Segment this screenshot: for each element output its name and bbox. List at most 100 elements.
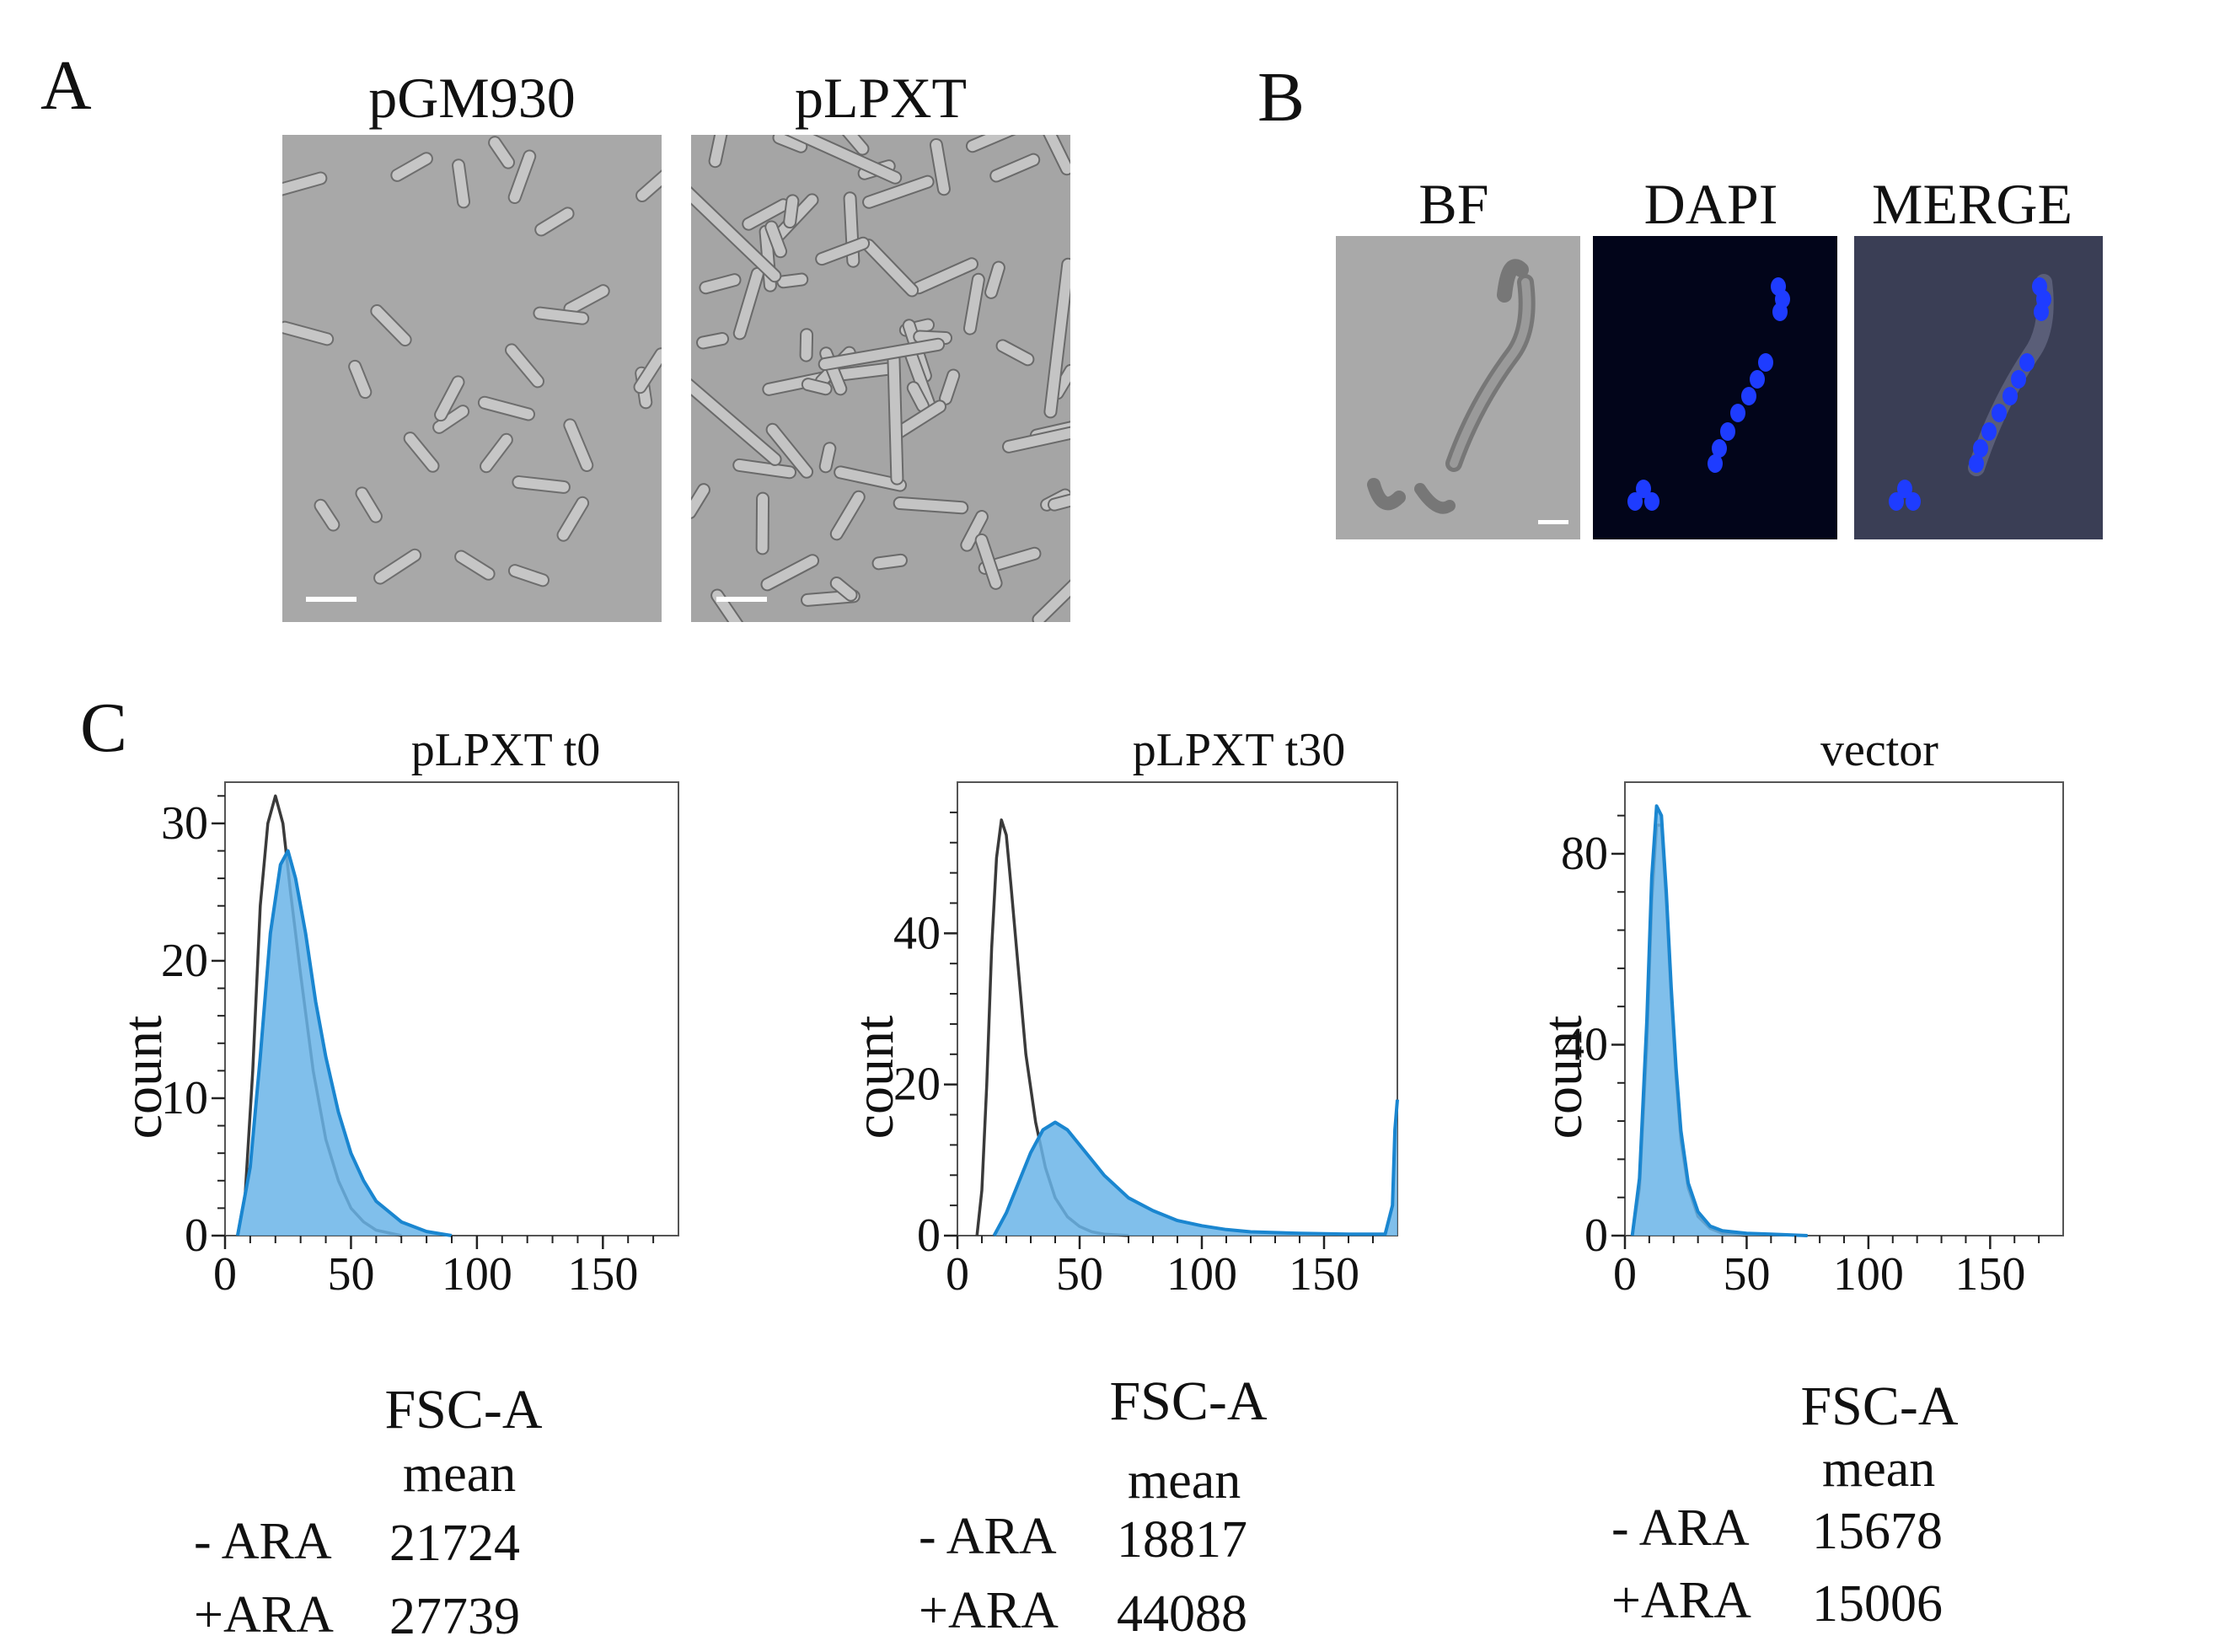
- bacterium-cell: [776, 272, 809, 289]
- dapi-nucleoid: [1708, 454, 1723, 473]
- bacterium-cell: [862, 174, 935, 209]
- histogram-2-minus-ara-mean: 18817: [1117, 1511, 1247, 1569]
- bacterium-cell: [696, 331, 730, 350]
- bacterium-cell: [488, 136, 516, 169]
- bacterium-cell: [989, 153, 1041, 183]
- x-tick-label: 150: [1954, 1248, 2025, 1301]
- bacterium-cell: [834, 465, 908, 492]
- histogram-1-plus-ara-label: +ARA: [194, 1586, 334, 1644]
- merge-micrograph: [1854, 236, 2103, 539]
- histogram-3-title: vector: [1820, 724, 1938, 776]
- histogram-1-title: pLPXT t0: [410, 724, 601, 776]
- bacterium-cell: [635, 159, 662, 203]
- bacterium-cell: [403, 432, 440, 473]
- histogram-1-minus-ara-label: - ARA: [194, 1513, 332, 1570]
- y-tick-label: 80: [1561, 828, 1608, 880]
- bf-title: BF: [1418, 172, 1489, 236]
- bacterium-cell: [912, 257, 978, 295]
- dapi-nucleoid: [1992, 404, 2007, 422]
- bacterium-cell: [1032, 135, 1070, 176]
- cell-fragment: [1367, 478, 1406, 511]
- x-tick-label: 150: [567, 1248, 638, 1301]
- bacterium-cell: [710, 588, 751, 622]
- bacterium-cell: [390, 152, 433, 182]
- panel-b-letter: B: [1257, 58, 1306, 137]
- histogram-3-ylabel: count: [1532, 1015, 1594, 1140]
- bacterium-cell: [1047, 491, 1070, 512]
- histogram-2-minus-ara-label: - ARA: [919, 1508, 1057, 1565]
- bacterium-cell: [801, 378, 833, 396]
- dapi-nucleoid: [1889, 492, 1904, 511]
- y-tick-label: 0: [917, 1210, 941, 1262]
- bacterium-cell: [893, 496, 969, 515]
- histogram-2-plus-ara-mean: 44088: [1117, 1585, 1247, 1643]
- bacterium-cell: [818, 442, 837, 474]
- x-tick-label: 150: [1289, 1248, 1359, 1301]
- dapi-nucleoid: [1730, 404, 1745, 422]
- bacterium-cell: [434, 375, 465, 422]
- histogram-1-ylabel: count: [112, 1015, 174, 1140]
- dapi-nucleoid: [1969, 454, 1984, 473]
- histogram-3: 0 50 100 150 0 40 80: [1561, 781, 2064, 1301]
- histogram-3-minus-ara-label: - ARA: [1611, 1499, 1750, 1557]
- histogram-3-mean-header: mean: [1822, 1440, 1936, 1498]
- histogram-2: 0 50 100 150 0 20 40: [893, 781, 1399, 1301]
- bacterium-cell: [765, 422, 814, 479]
- bacterium-cell: [1002, 426, 1070, 453]
- bacterium-cell: [373, 548, 422, 585]
- bacterium-cell: [929, 137, 951, 196]
- bacterium-cell: [507, 564, 550, 587]
- dapi-nucleoid: [1636, 480, 1651, 498]
- histogram-3-minus-ara-mean: 15678: [1812, 1503, 1943, 1560]
- bacterium-cell: [534, 206, 575, 237]
- x-tick-label: 50: [327, 1248, 374, 1301]
- bacterium-cell: [818, 337, 946, 372]
- merge-title: MERGE: [1872, 172, 2072, 236]
- dapi-nucleoid: [2011, 370, 2026, 389]
- plot-frame: [1624, 781, 2064, 1236]
- bacterium-cell: [507, 149, 537, 205]
- x-tick-label: 0: [213, 1248, 237, 1301]
- bacterium-cell: [832, 135, 870, 156]
- dapi-nucleoid: [1772, 303, 1788, 321]
- histogram-2-xlabel: FSC-A: [1109, 1370, 1268, 1432]
- series-area-plus-ara: [237, 850, 452, 1236]
- bacterium-cell: [633, 347, 662, 394]
- bacterium-cell: [726, 135, 903, 185]
- bacterium-cell: [764, 220, 788, 259]
- bacterium-cell: [799, 328, 814, 362]
- bacterium-cell: [480, 432, 513, 474]
- bacterium-cell: [691, 483, 710, 519]
- x-tick-label: 0: [1613, 1248, 1637, 1301]
- bacterium-cell: [512, 475, 571, 494]
- bacterium-cell: [974, 533, 1003, 590]
- histogram-1-xlabel: FSC-A: [384, 1379, 543, 1440]
- x-tick-label: 50: [1056, 1248, 1103, 1301]
- dapi-nucleoid: [1758, 353, 1773, 372]
- bacterium-cell: [962, 272, 985, 335]
- dapi-nucleoid: [1627, 492, 1643, 511]
- plpxt-title: pLPXT: [795, 66, 967, 130]
- bacterium-cell: [984, 260, 1005, 299]
- bacterium-cell: [452, 158, 471, 209]
- bacterium-cell: [965, 135, 1021, 153]
- panel-c-letter: C: [80, 689, 128, 767]
- bacterium-cell: [995, 339, 1035, 367]
- x-tick-label: 100: [1833, 1248, 1904, 1301]
- bacterium-cell: [783, 194, 800, 229]
- bacterium-cell: [960, 510, 989, 552]
- dapi-nucleoid: [1750, 370, 1765, 389]
- dapi-nucleoid: [1973, 439, 1988, 458]
- y-tick-label: 0: [1584, 1210, 1608, 1262]
- x-tick-label: 50: [1723, 1248, 1770, 1301]
- series-line-plus-ara: [992, 1099, 1399, 1236]
- bacterium-cell: [815, 236, 871, 266]
- cell-fragment: [1497, 259, 1529, 303]
- bacterium-cell: [348, 359, 373, 400]
- filamentous-cell-core: [1450, 278, 1531, 468]
- bacterium-cell: [699, 273, 742, 295]
- scale-bar: [716, 597, 767, 602]
- dapi-nucleoid: [1741, 387, 1756, 405]
- dapi-nucleoid: [1720, 422, 1735, 441]
- bacterium-cell: [691, 346, 782, 466]
